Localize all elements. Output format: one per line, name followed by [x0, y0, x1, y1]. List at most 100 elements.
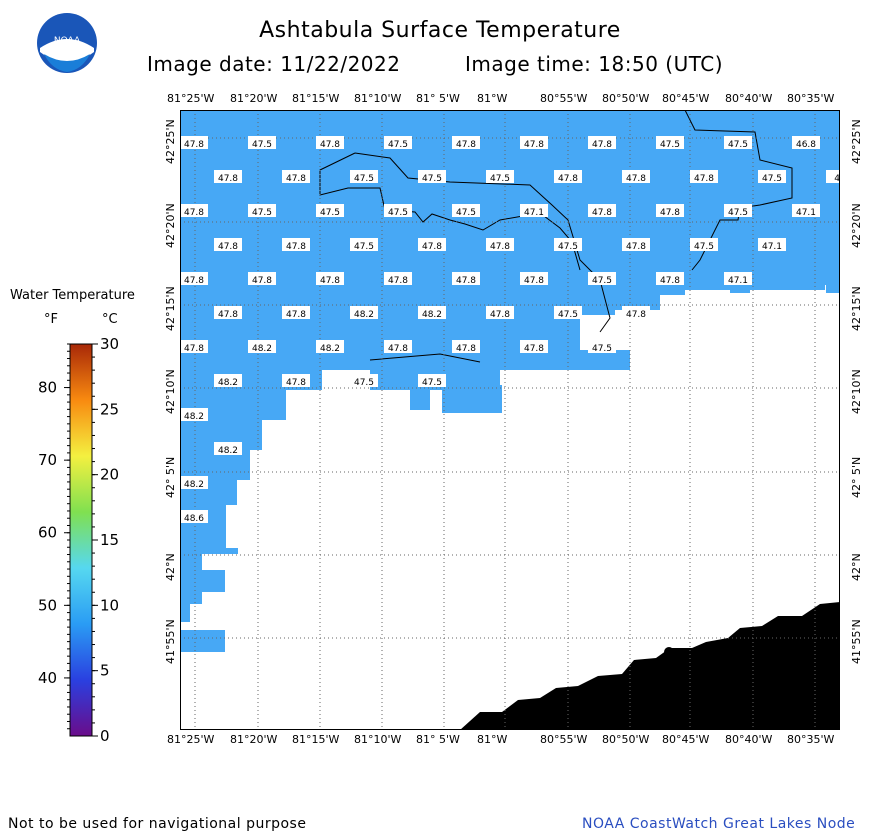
label-box [180, 204, 208, 217]
label-box [180, 510, 208, 523]
lat-label: 42°25'N [850, 119, 863, 164]
f-tick-label: 50 [38, 596, 57, 614]
label-box [724, 272, 752, 285]
lon-label: 80°40'W [725, 733, 773, 746]
temperature-value: 47.8 [252, 276, 272, 286]
image-date: Image date: 11/22/2022 [147, 52, 401, 76]
c-tick-label: 10 [100, 596, 119, 614]
label-box [588, 136, 616, 149]
temperature-label: 48.2 [350, 306, 378, 320]
label-box [690, 238, 718, 251]
label-box [588, 272, 616, 285]
label-box [724, 136, 752, 149]
label-box [180, 272, 208, 285]
f-tick-label: 40 [38, 669, 57, 687]
temperature-label: 46 [826, 170, 840, 184]
c-tick-label: 15 [100, 531, 119, 549]
lat-label: 42° 5'N [850, 456, 863, 498]
temperature-label: 47.8 [452, 340, 480, 354]
image-time: Image time: 18:50 (UTC) [465, 52, 724, 76]
label-box [520, 340, 548, 353]
lon-label: 80°55'W [540, 733, 588, 746]
temperature-value: 47.5 [422, 174, 442, 184]
temperature-value: 48.6 [184, 514, 204, 524]
temperature-value: 47.8 [626, 310, 646, 320]
lon-label: 80°35'W [787, 92, 835, 105]
temperature-label: 47.5 [418, 170, 446, 184]
temperature-label: 47.8 [214, 170, 242, 184]
temperature-label: 48.2 [316, 340, 344, 354]
lon-label: 80°35'W [787, 733, 835, 746]
temperature-label: 47.5 [418, 374, 446, 388]
c-tick-label: 0 [100, 727, 110, 745]
temperature-label: 47.8 [282, 238, 310, 252]
temperature-value: 47.1 [796, 208, 816, 218]
label-box [588, 204, 616, 217]
temperature-label: 47.8 [588, 204, 616, 218]
temperature-label: 47.5 [588, 272, 616, 286]
label-box [180, 476, 208, 489]
temperature-label: 47.5 [316, 204, 344, 218]
legend-unit-f: °F [44, 312, 58, 327]
temperature-label: 48.2 [214, 442, 242, 456]
label-box [282, 374, 310, 387]
label-box [214, 442, 242, 455]
temperature-label: 47.1 [520, 204, 548, 218]
temperature-value: 47.8 [694, 174, 714, 184]
lon-label: 81°10'W [354, 733, 402, 746]
temperature-readings: 47.8 47.5 47.8 47.5 47.8 47.8 47.8 47.5 47.5 46.8… [180, 136, 840, 524]
temperature-label: 47.8 [622, 306, 650, 320]
lon-label: 81° 5'W [416, 733, 460, 746]
temperature-value: 47.5 [558, 242, 578, 252]
label-box [214, 170, 242, 183]
temperature-value: 47.8 [490, 242, 510, 252]
temperature-value: 47.5 [728, 140, 748, 150]
label-box [452, 272, 480, 285]
label-box [180, 136, 208, 149]
label-box [792, 136, 820, 149]
temperature-label: 47.5 [452, 204, 480, 218]
temperature-value: 47.8 [524, 140, 544, 150]
lon-label: 81°20'W [230, 733, 278, 746]
temperature-label: 47.8 [588, 136, 616, 150]
temperature-value: 47.5 [252, 140, 272, 150]
c-tick-label: 30 [100, 335, 119, 353]
label-box [418, 306, 446, 319]
temperature-value: 47.5 [660, 140, 680, 150]
label-box [316, 136, 344, 149]
label-box [248, 340, 276, 353]
temperature-label: 48.2 [214, 374, 242, 388]
temperature-label: 47.8 [656, 272, 684, 286]
temperature-label: 47.5 [724, 136, 752, 150]
temperature-value: 47.5 [354, 174, 374, 184]
temperature-label: 47.5 [350, 374, 378, 388]
land-shore [460, 602, 840, 730]
label-box [758, 170, 786, 183]
lat-label: 41°55'N [164, 619, 177, 664]
c-tick-label: 5 [100, 662, 110, 680]
label-box [452, 340, 480, 353]
temperature-value: 47.8 [184, 344, 204, 354]
credit: NOAA CoastWatch Great Lakes Node [582, 816, 856, 832]
temperature-value: 47.8 [490, 310, 510, 320]
temperature-value: 48.2 [252, 344, 272, 354]
international-border [319, 110, 793, 363]
label-box [350, 170, 378, 183]
label-box [282, 170, 310, 183]
temperature-value: 47.8 [286, 378, 306, 388]
temperature-label: 47.8 [486, 238, 514, 252]
label-box [384, 136, 412, 149]
lon-label: 81°15'W [292, 92, 340, 105]
temperature-label: 47.5 [350, 170, 378, 184]
noaa-logo: NOAA [36, 12, 98, 74]
temperature-map: 47.8 47.5 47.8 47.5 47.8 47.8 47.8 47.5 47.5 46.8… [180, 110, 840, 730]
temperature-value: 47.8 [456, 344, 476, 354]
label-box [486, 170, 514, 183]
lat-label: 42°10'N [850, 369, 863, 414]
lon-label: 81°25'W [167, 733, 215, 746]
label-box [792, 204, 820, 217]
temperature-value: 48.2 [218, 446, 238, 456]
city-label: Ashtabula [667, 666, 742, 684]
water-cell [180, 604, 190, 622]
water-cell [180, 285, 615, 315]
